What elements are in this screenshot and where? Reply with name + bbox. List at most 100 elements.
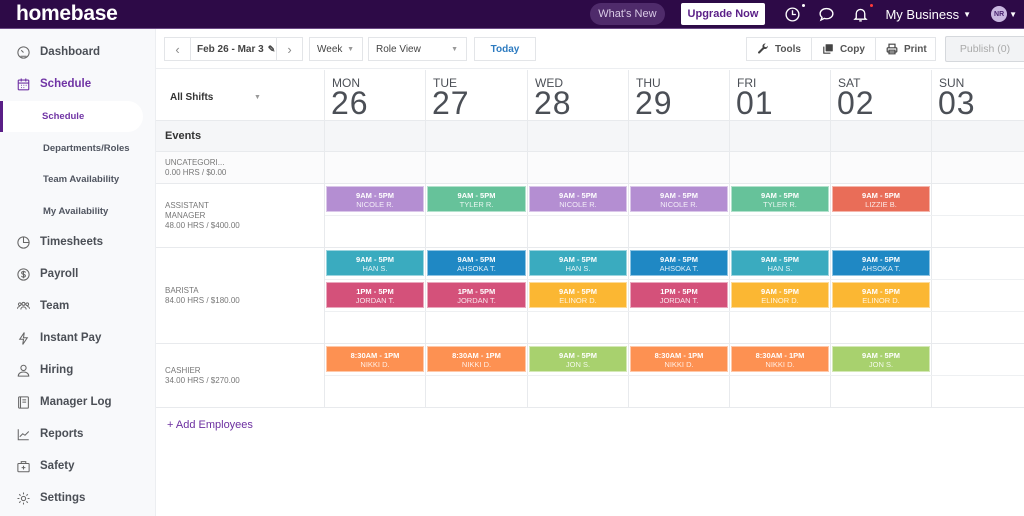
event-cell[interactable] [629,121,730,151]
shift-cell[interactable] [426,152,528,183]
shift-block[interactable]: 9AM - 5PM AHSOKA T. [427,250,526,276]
shift-cell[interactable]: 9AM - 5PM JON S. [831,344,932,407]
shift-block[interactable]: 8:30AM - 1PM NIKKI D. [630,346,728,372]
shift-cell[interactable]: 9AM - 5PM TYLER R. [426,184,528,247]
shift-cell[interactable] [528,152,629,183]
shift-block[interactable]: 8:30AM - 1PM NIKKI D. [731,346,829,372]
shift-block[interactable]: 9AM - 5PM AHSOKA T. [832,250,930,276]
shift-cell[interactable] [629,152,730,183]
shift-block[interactable]: 9AM - 5PM NICOLE R. [326,186,424,212]
sidebar-subitem-schedule[interactable]: Schedule [0,101,156,132]
notifications-button[interactable] [851,4,874,23]
event-cell[interactable] [831,121,932,151]
today-button[interactable]: Today [474,37,536,61]
event-cell[interactable] [932,121,1024,151]
day-header: THU 29 [629,70,730,121]
role-name: ASSISTANT [165,201,209,210]
shift-cell[interactable] [325,152,426,183]
shift-block[interactable]: 9AM - 5PM NICOLE R. [529,186,627,212]
shift-block[interactable]: 9AM - 5PM TYLER R. [427,186,526,212]
sidebar-item-dashboard[interactable]: Dashboard [0,39,156,65]
next-week-button[interactable]: › [276,38,302,60]
publish-button[interactable]: Publish (0) [945,36,1024,62]
shift-block[interactable]: 9AM - 5PM NICOLE R. [630,186,728,212]
sidebar-item-reports[interactable]: Reports [0,421,156,447]
sidebar-item-schedule[interactable]: Schedule [0,71,156,97]
whats-new-button[interactable]: What's New [590,3,665,25]
shift-cell[interactable]: 9AM - 5PM HAN S. 9AM - 5PM ELINOR D. [730,248,831,343]
shift-cell[interactable]: 9AM - 5PM HAN S. 9AM - 5PM ELINOR D. [528,248,629,343]
previous-week-button[interactable]: ‹ [165,38,191,60]
business-menu[interactable]: My Business ▼ [885,7,971,22]
shift-block[interactable]: 9AM - 5PM LIZZIE B. [832,186,930,212]
tools-button[interactable]: Tools [747,38,812,60]
shift-block[interactable]: 9AM - 5PM AHSOKA T. [630,250,728,276]
shift-cell[interactable]: 8:30AM - 1PM NIKKI D. [426,344,528,407]
sidebar-subitem-team-availability[interactable]: Team Availability [43,173,120,185]
schedule-toolbar: ‹ Feb 26 - Mar 3 ✎ › Week ▼ Role View ▼ … [156,29,1024,69]
shift-block[interactable]: 1PM - 5PM JORDAN T. [326,282,424,308]
event-cell[interactable] [325,121,426,151]
event-cell[interactable] [730,121,831,151]
view-mode-select[interactable]: Role View ▼ [368,37,467,61]
shift-block[interactable]: 9AM - 5PM JON S. [832,346,930,372]
sidebar-item-timesheets[interactable]: Timesheets [0,229,156,255]
shift-block[interactable]: 9AM - 5PM ELINOR D. [529,282,627,308]
role-row-uncategorized: UNCATEGORI... 0.00 HRS / $0.00 [156,152,1024,184]
copy-button[interactable]: Copy [812,38,876,60]
shift-cell[interactable]: 8:30AM - 1PM NIKKI D. [325,344,426,407]
shift-block[interactable]: 1PM - 5PM JORDAN T. [630,282,728,308]
shift-cell[interactable] [831,152,932,183]
event-cell[interactable] [426,121,528,151]
sidebar-item-instant-pay[interactable]: Instant Pay [0,325,156,351]
chevron-down-icon: ▼ [1009,9,1017,19]
shift-cell[interactable]: 9AM - 5PM NICOLE R. [528,184,629,247]
shift-cell[interactable]: 9AM - 5PM TYLER R. [730,184,831,247]
shift-block[interactable]: 9AM - 5PM TYLER R. [731,186,829,212]
events-label: Events [165,130,202,142]
shift-cell[interactable] [932,248,1024,343]
print-button[interactable]: Print [876,38,937,60]
sidebar-item-team[interactable]: Team [0,293,156,319]
shift-cell[interactable]: 9AM - 5PM JON S. [528,344,629,407]
shift-cell[interactable]: 8:30AM - 1PM NIKKI D. [629,344,730,407]
bell-icon [853,8,868,22]
shift-filter-select[interactable]: All Shifts [170,92,214,103]
view-range-select[interactable]: Week ▼ [309,37,363,61]
date-range-label[interactable]: Feb 26 - Mar 3 ✎ [197,43,276,55]
timeclock-button[interactable] [783,4,806,23]
sidebar-item-safety[interactable]: Safety [0,453,156,479]
shift-block[interactable]: 9AM - 5PM HAN S. [326,250,424,276]
role-name: MANAGER [165,211,206,220]
shift-cell[interactable]: 9AM - 5PM AHSOKA T. 1PM - 5PM JORDAN T. [426,248,528,343]
shift-block[interactable]: 9AM - 5PM JON S. [529,346,627,372]
shift-block[interactable]: 9AM - 5PM HAN S. [529,250,627,276]
sidebar-item-payroll[interactable]: Payroll [0,261,156,287]
sidebar-subitem-my-availability[interactable]: My Availability [43,205,109,217]
shift-block[interactable]: 8:30AM - 1PM NIKKI D. [326,346,424,372]
sidebar-item-manager-log[interactable]: Manager Log [0,389,156,415]
role-stats: 0.00 HRS / $0.00 [165,168,227,177]
messages-button[interactable] [817,5,835,23]
business-name: My Business [885,6,960,22]
user-menu[interactable]: NR ▼ [991,6,1017,22]
shift-cell[interactable] [730,152,831,183]
shift-cell[interactable]: 9AM - 5PM AHSOKA T. 9AM - 5PM ELINOR D. [831,248,932,343]
shift-block[interactable]: 8:30AM - 1PM NIKKI D. [427,346,526,372]
shift-block[interactable]: 1PM - 5PM JORDAN T. [427,282,526,308]
homebase-logo[interactable]: homebase [16,2,118,25]
shift-block[interactable]: 9AM - 5PM ELINOR D. [832,282,930,308]
events-row: Events [156,121,1024,152]
sidebar-item-hiring[interactable]: Hiring [0,357,156,383]
shift-cell[interactable] [932,152,1024,183]
event-cell[interactable] [528,121,629,151]
shift-cell[interactable]: 9AM - 5PM AHSOKA T. 1PM - 5PM JORDAN T. [629,248,730,343]
shift-cell[interactable]: 9AM - 5PM HAN S. 1PM - 5PM JORDAN T. [325,248,426,343]
add-employees-link[interactable]: + Add Employees [167,419,253,431]
shift-block[interactable]: 9AM - 5PM ELINOR D. [731,282,829,308]
shift-cell[interactable]: 8:30AM - 1PM NIKKI D. [730,344,831,407]
sidebar-subitem-departments-roles[interactable]: Departments/Roles [43,142,130,154]
shift-block[interactable]: 9AM - 5PM HAN S. [731,250,829,276]
sidebar-item-settings[interactable]: Settings [0,485,156,511]
upgrade-now-button[interactable]: Upgrade Now [680,3,766,25]
